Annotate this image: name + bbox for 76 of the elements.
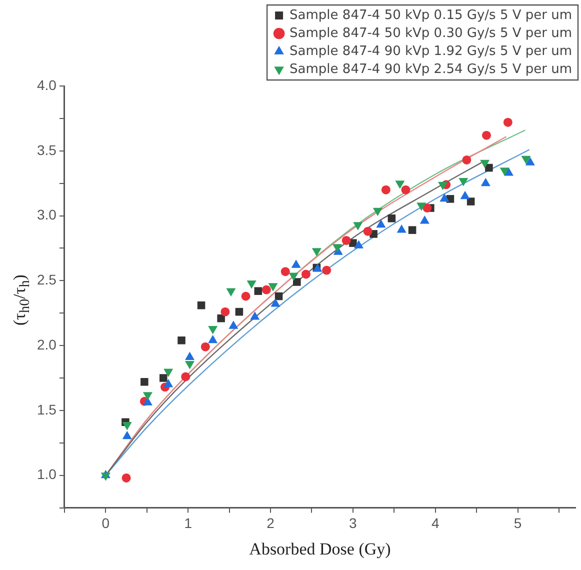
x-tick-label: 4 [431,515,440,532]
point [322,266,332,275]
legend-label: Sample 847-4 50 kVp 0.15 Gy/s 5 V per um [290,8,572,23]
point [250,312,260,320]
point [178,336,186,344]
point [500,168,510,176]
y-tick-label: 3.0 [36,206,57,223]
point [208,334,218,344]
point [416,202,426,211]
point [440,193,450,202]
point [422,204,432,212]
point [159,374,168,382]
point [438,182,448,190]
point [396,224,406,233]
point [460,190,470,200]
y-tick-label: 1.0 [36,466,57,482]
legend-label: Sample 847-4 90 kVp 1.92 Gy/s 5 V per um [290,44,572,59]
point [485,164,493,172]
point [197,301,206,310]
point [293,278,301,286]
point [164,379,174,388]
legend-label: Sample 847-4 50 kVp 0.30 Gy/s 5 V per um [290,26,572,41]
point [181,372,190,382]
point [291,260,301,268]
y-tick-label: 1.5 [36,401,57,418]
point [458,178,468,186]
point [140,378,148,386]
point [354,240,364,248]
point [408,226,416,234]
point [184,352,195,360]
point [462,155,472,164]
point [301,270,310,279]
point [363,226,372,236]
point [270,298,280,307]
x-tick-label: 0 [102,515,110,532]
point [342,236,351,245]
y-tick-label: 4.0 [36,76,57,93]
point [388,214,396,222]
point [142,397,152,406]
x-tick-label: 2 [266,515,275,532]
y-tick-label: 2.0 [36,336,57,352]
point [288,272,298,281]
point [228,320,238,329]
point [420,215,430,224]
point [122,430,132,440]
point [241,292,250,301]
point [521,156,531,164]
point [395,180,405,189]
point [353,222,363,230]
point [381,185,390,194]
x-tick-label: 3 [349,515,358,532]
x-tick-label: 1 [184,515,192,532]
legend-label: Sample 847-4 90 kVp 2.54 Gy/s 5 V per um [290,62,572,77]
point [254,287,262,295]
point [274,292,283,300]
x-axis-title: Absorbed Dose (Gy) [249,539,391,558]
point [466,198,475,206]
point [401,185,410,194]
y-tick-label: 3.5 [36,142,57,158]
point [480,178,490,186]
point [446,195,454,203]
point [280,267,290,276]
point [332,244,342,252]
point [376,219,386,228]
point [503,118,512,127]
x-tick-label: 5 [514,515,522,532]
y-tick-label: 2.5 [36,272,57,288]
point [482,130,491,140]
point [122,473,131,482]
point [220,307,230,316]
point [235,308,244,316]
point [262,285,271,294]
point [200,342,210,352]
point [372,208,382,216]
point [217,314,225,322]
point [480,160,490,168]
